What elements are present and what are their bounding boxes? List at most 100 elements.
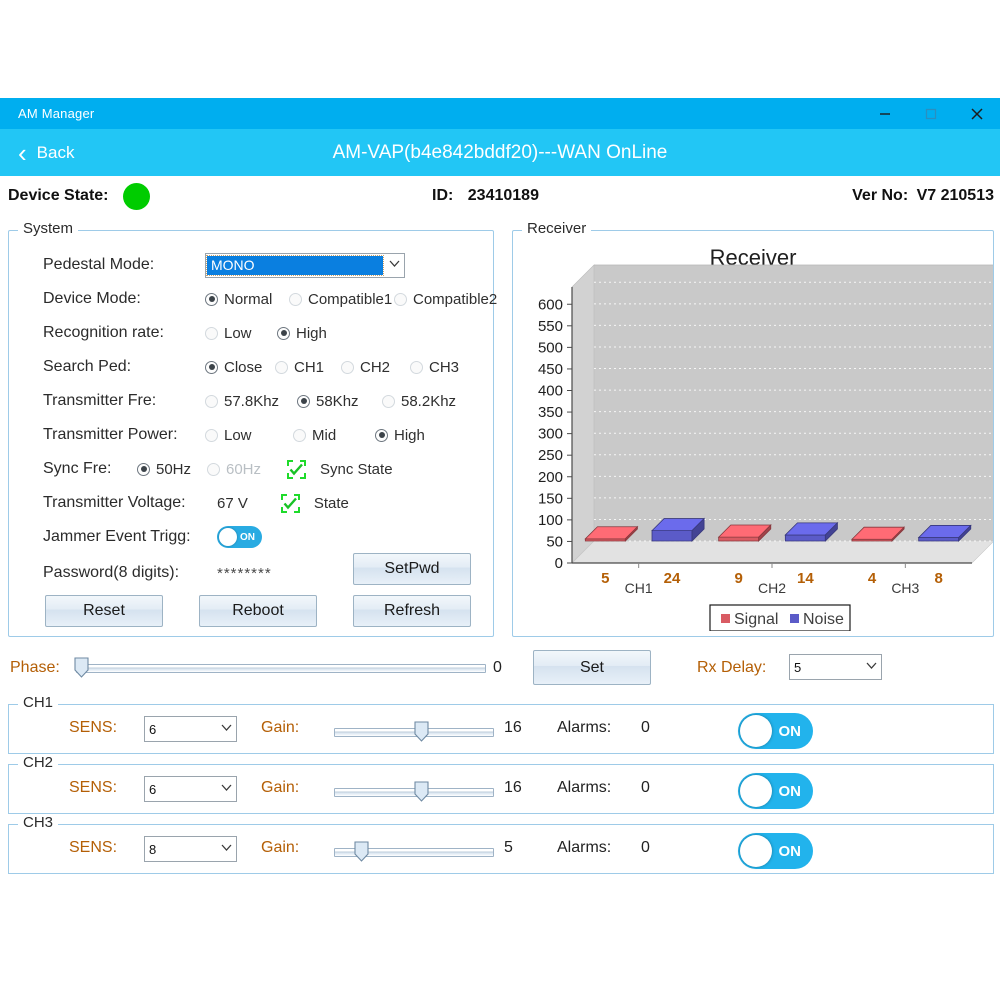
maximize-icon (925, 108, 937, 119)
svg-text:5: 5 (601, 570, 609, 587)
minimize-button[interactable] (862, 98, 908, 129)
toggle-knob (740, 775, 772, 807)
gain-slider-thumb[interactable] (414, 781, 429, 802)
channel-toggle[interactable]: ON (738, 713, 813, 749)
sync-fre-option-50hz[interactable]: 50Hz (137, 461, 207, 478)
svg-text:8: 8 (934, 570, 942, 587)
back-button[interactable]: ‹ Back (18, 140, 74, 166)
channel-toggle[interactable]: ON (738, 773, 813, 809)
set-button[interactable]: Set (533, 650, 651, 685)
system-panel-legend: System (18, 220, 79, 237)
setpwd-button[interactable]: SetPwd (353, 553, 471, 585)
search-ped-option-ch2[interactable]: CH2 (341, 359, 410, 376)
gain-slider[interactable] (334, 848, 494, 857)
svg-text:Noise: Noise (803, 611, 844, 628)
state-checkbox[interactable] (280, 493, 300, 513)
jammer-event-toggle[interactable]: ON (217, 526, 262, 548)
transmitter-power-row: Transmitter Power: Low Mid High (9, 421, 493, 449)
password-value: ******** (217, 564, 272, 582)
rx-delay-label: Rx Delay: (697, 659, 767, 676)
sens-select[interactable]: 8 (144, 836, 237, 862)
channel-panel-ch2: CH2 SENS: 6 Gain: 16 Alarms: 0 ON (8, 754, 994, 814)
transmitter-power-option-mid[interactable]: Mid (293, 427, 375, 444)
chevron-left-icon: ‹ (18, 137, 27, 168)
svg-text:350: 350 (538, 404, 563, 421)
svg-text:500: 500 (538, 339, 563, 356)
gain-slider[interactable] (334, 728, 494, 737)
rx-delay-select[interactable]: 5 (789, 654, 882, 680)
phase-slider-thumb[interactable] (74, 657, 89, 678)
gain-value: 16 (504, 719, 522, 736)
password-label: Password(8 digits): (43, 564, 180, 581)
phase-slider[interactable] (76, 664, 486, 673)
recognition-rate-option-low[interactable]: Low (205, 325, 277, 342)
svg-text:4: 4 (868, 570, 877, 587)
channel-toggle-label: ON (778, 782, 802, 800)
application-window: AM Manager ‹ Back AM-VAP(b4e842bddf20)--… (0, 98, 1000, 874)
radio-icon (297, 394, 310, 408)
svg-text:100: 100 (538, 512, 563, 529)
device-mode-option-normal[interactable]: Normal (205, 291, 289, 308)
channel-toggle-label: ON (778, 722, 802, 740)
search-ped-option-ch1[interactable]: CH1 (275, 359, 341, 376)
sens-select[interactable]: 6 (144, 716, 237, 742)
svg-text:CH1: CH1 (625, 580, 653, 596)
sync-state-checkbox[interactable] (287, 459, 306, 479)
device-status-bar: Device State: ID: 23410189 Ver No: V7 21… (0, 176, 1000, 216)
device-mode-option-compatible1[interactable]: Compatible1 (289, 291, 394, 308)
gain-slider[interactable] (334, 788, 494, 797)
alarms-value: 0 (641, 779, 650, 796)
transmitter-voltage-label: Transmitter Voltage: (43, 494, 186, 511)
recognition-rate-option-high[interactable]: High (277, 325, 327, 342)
sens-select[interactable]: 6 (144, 776, 237, 802)
device-state-label: Device State: (8, 187, 109, 204)
transmitter-fre-option-58[interactable]: 58Khz (297, 393, 382, 410)
alarms-label: Alarms: (557, 839, 612, 856)
maximize-button[interactable] (908, 98, 954, 129)
chevron-down-icon (216, 783, 236, 795)
search-ped-row: Search Ped: Close CH1 CH2 CH3 (9, 353, 493, 381)
device-mode-row: Device Mode: Normal Compatible1 Compatib… (9, 285, 497, 313)
receiver-bar-chart: 0 50 100 150 200 250 300 350 400 450 500 550 600 5 24 9… (538, 264, 993, 631)
sync-fre-option-60hz[interactable]: 60Hz (207, 461, 287, 478)
rx-delay-value: 5 (794, 659, 802, 675)
channel-legend: CH3 (18, 814, 59, 831)
svg-text:400: 400 (538, 383, 563, 400)
search-ped-option-ch3[interactable]: CH3 (410, 359, 459, 376)
transmitter-power-option-high[interactable]: High (375, 427, 425, 444)
minimize-icon (880, 112, 890, 115)
sens-label: SENS: (69, 719, 118, 736)
alarms-value: 0 (641, 719, 650, 736)
transmitter-power-option-low[interactable]: Low (205, 427, 293, 444)
toggle-knob (740, 715, 772, 747)
sens-value: 6 (149, 721, 157, 737)
transmitter-fre-option-578[interactable]: 57.8Khz (205, 393, 297, 410)
reset-button[interactable]: Reset (45, 595, 163, 627)
search-ped-option-close[interactable]: Close (205, 359, 275, 376)
gain-slider-thumb[interactable] (414, 721, 429, 742)
chevron-down-icon (384, 259, 404, 271)
pedestal-mode-select[interactable]: MONO (205, 252, 405, 278)
recognition-rate-label: Recognition rate: (43, 324, 164, 341)
page-header: ‹ Back AM-VAP(b4e842bddf20)---WAN OnLine (0, 129, 1000, 176)
reboot-button[interactable]: Reboot (199, 595, 317, 627)
svg-text:14: 14 (797, 570, 814, 587)
transmitter-fre-option-582[interactable]: 58.2Khz (382, 393, 456, 410)
jammer-event-label: Jammer Event Trigg: (43, 528, 191, 545)
transmitter-voltage-value: 67 V (217, 494, 248, 512)
close-icon (971, 107, 983, 120)
toggle-knob (219, 528, 237, 546)
channel-toggle[interactable]: ON (738, 833, 813, 869)
svg-text:300: 300 (538, 426, 563, 443)
version-value: V7 210513 (916, 187, 994, 204)
gain-slider-thumb[interactable] (354, 841, 369, 862)
phase-row: Phase: 0 Set Rx Delay: 5 (0, 646, 1000, 690)
channel-panel-ch1: CH1 SENS: 6 Gain: 16 Alarms: 0 ON (8, 694, 994, 754)
refresh-button[interactable]: Refresh (353, 595, 471, 627)
device-mode-option-compatible2[interactable]: Compatible2 (394, 291, 497, 308)
svg-text:600: 600 (538, 296, 563, 313)
chevron-down-icon (216, 723, 236, 735)
close-button[interactable] (954, 98, 1000, 129)
check-icon (289, 463, 303, 475)
device-id-group: ID: 23410189 (432, 187, 539, 205)
